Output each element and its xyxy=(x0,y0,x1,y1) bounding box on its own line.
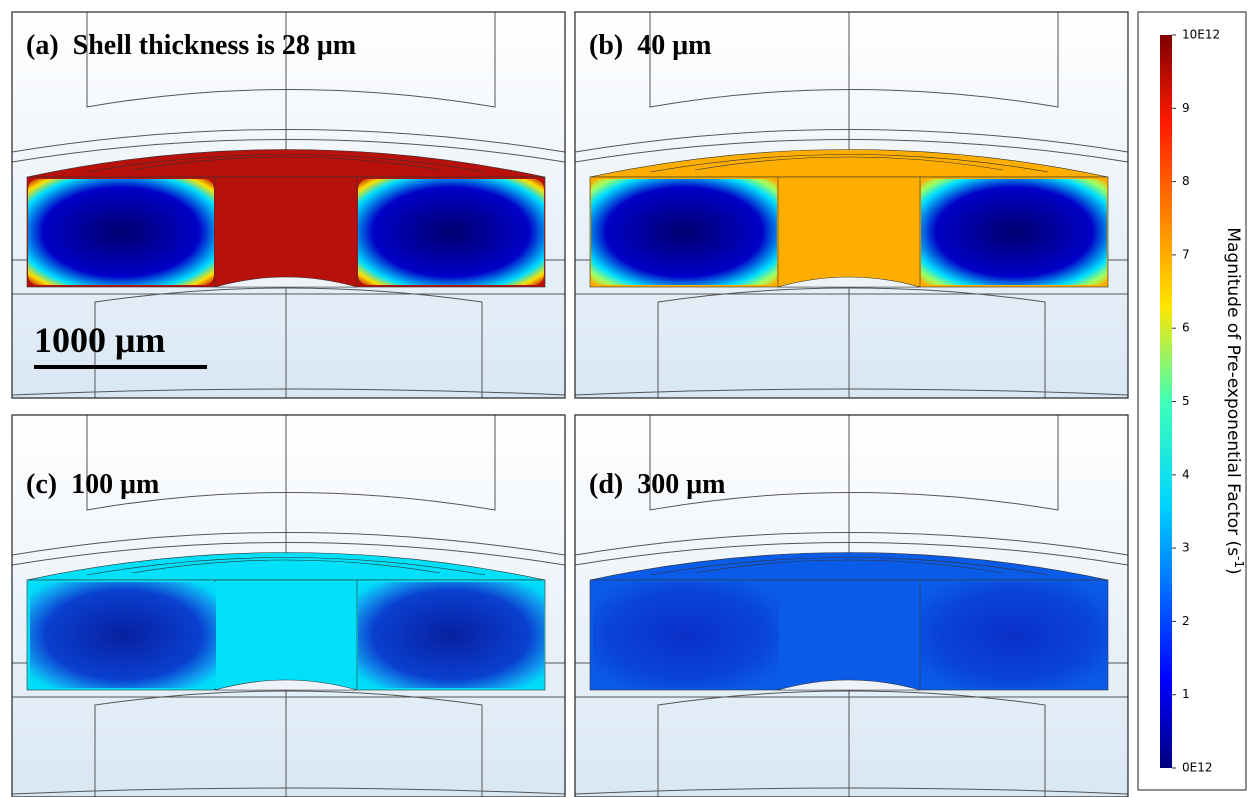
panel: (b) 40 μm xyxy=(575,12,1128,398)
panel: (c) 100 μm xyxy=(12,415,565,797)
core xyxy=(593,582,779,688)
colorbar-tick-label: 0E12 xyxy=(1182,761,1213,775)
colorbar-title: Magnitude of Pre-exponential Factor (s-1… xyxy=(1223,227,1246,574)
panel-caption: 300 μm xyxy=(637,469,725,500)
scale-bar-label: 1000 μm xyxy=(34,320,165,360)
colorbar-tick-label: 9 xyxy=(1182,101,1190,115)
core xyxy=(921,582,1107,688)
panel: (a) Shell thickness is 28 μm 1000 μm xyxy=(12,12,565,398)
core xyxy=(358,179,544,285)
core xyxy=(28,179,214,285)
core xyxy=(591,179,777,285)
colorbar-tick-label: 2 xyxy=(1182,614,1190,628)
panel-caption: 40 μm xyxy=(637,30,711,61)
panel-caption: 100 μm xyxy=(71,469,159,500)
core xyxy=(30,582,216,688)
panel-tag: (a) xyxy=(26,30,59,61)
panel-label: (d) 300 μm xyxy=(589,469,725,500)
panel: (d) 300 μm xyxy=(575,415,1128,797)
colorbar-tick-label: 1 xyxy=(1182,687,1190,701)
colorbar-tick-label: 3 xyxy=(1182,541,1190,555)
panel-label: (a) Shell thickness is 28 μm xyxy=(26,30,356,61)
panel-tag: (b) xyxy=(589,30,623,61)
figure: Magnitude of Pre-exponential Factor (s-1… xyxy=(0,0,1248,797)
panel-content xyxy=(575,12,1128,398)
colorbar-tick-label: 10E12 xyxy=(1182,28,1220,42)
colorbar xyxy=(1160,35,1172,768)
colorbar-tick-label: 6 xyxy=(1182,321,1190,335)
colorbar-tick-label: 7 xyxy=(1182,247,1190,261)
panel-tag: (c) xyxy=(26,469,57,500)
colorbar-tick-label: 5 xyxy=(1182,394,1190,408)
panel-caption: Shell thickness is 28 μm xyxy=(73,30,356,61)
core xyxy=(921,179,1107,285)
panel-label: (c) 100 μm xyxy=(26,469,159,500)
colorbar-tick-label: 8 xyxy=(1182,174,1190,188)
panel-label: (b) 40 μm xyxy=(589,30,711,61)
colorbar-tick-label: 4 xyxy=(1182,467,1190,481)
core xyxy=(358,582,544,688)
panel-tag: (d) xyxy=(589,469,623,500)
